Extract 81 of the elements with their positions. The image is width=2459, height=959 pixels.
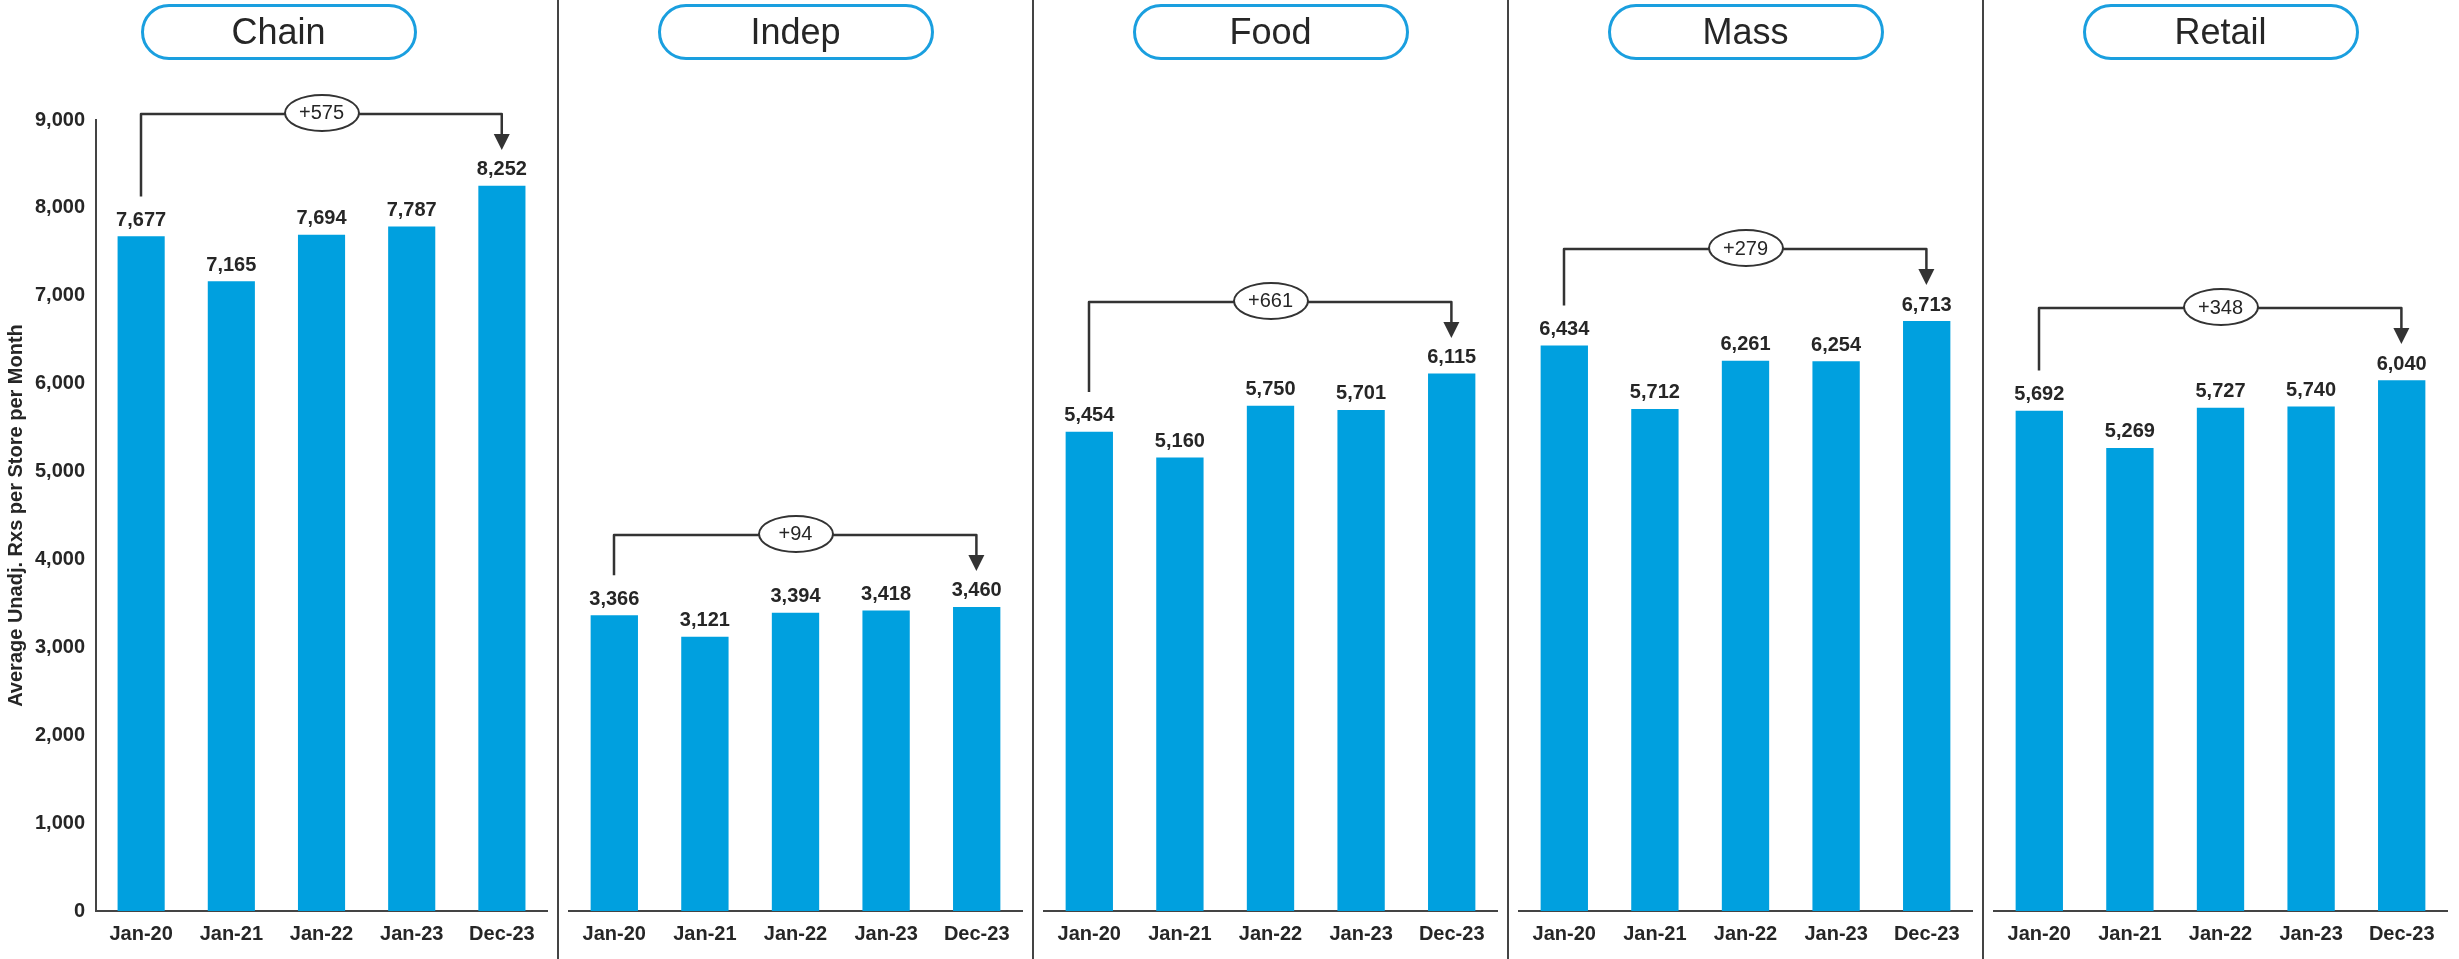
x-tick-label: Jan-23 (380, 921, 444, 944)
x-tick-label: Jan-23 (1329, 921, 1393, 944)
data-label: 5,701 (1336, 381, 1387, 404)
y-tick-label: 3,000 (34, 634, 86, 657)
x-tick-label: Dec-23 (943, 921, 1010, 944)
x-tick-label: Jan-21 (199, 921, 264, 944)
x-tick-label: Jan-20 (109, 921, 173, 944)
bar (1246, 405, 1295, 911)
annotation: +279 (1707, 229, 1784, 267)
y-tick-label: 2,000 (34, 722, 86, 745)
x-tick-label: Jan-21 (1623, 921, 1687, 944)
bar (1337, 409, 1385, 911)
bar (681, 636, 729, 911)
y-tick-label: 5,000 (34, 459, 86, 482)
x-tick-label: Jan-23 (854, 921, 918, 944)
data-label: 5,727 (2195, 379, 2246, 402)
data-label: 6,434 (1539, 317, 1591, 340)
x-tick-label: Dec-23 (2368, 921, 2435, 944)
x-tick-label: Jan-22 (2188, 921, 2253, 944)
bar (1156, 457, 1204, 911)
bar (862, 610, 910, 911)
data-label: 7,694 (296, 206, 348, 229)
data-label: 5,740 (2286, 378, 2337, 401)
x-tick-label: Jan-21 (673, 921, 737, 944)
y-axis-title: Average Unadj. Rxs per Store per Month (3, 324, 26, 707)
x-tick-label: Dec-23 (1418, 921, 1485, 944)
data-label: 3,394 (770, 584, 822, 607)
data-label: 5,269 (2104, 419, 2155, 442)
x-tick-label: Jan-21 (1148, 921, 1212, 944)
bar (953, 606, 1001, 911)
x-tick-label: Jan-20 (2007, 921, 2071, 944)
chart-title: Mass (1607, 4, 1884, 60)
data-label: 5,160 (1154, 429, 1205, 452)
chart-title: Food (1132, 4, 1409, 60)
x-tick-label: Dec-23 (1893, 921, 1960, 944)
data-label: 3,418 (861, 582, 912, 605)
x-tick-label: Jan-20 (582, 921, 646, 944)
y-tick-label: 9,000 (34, 107, 86, 130)
x-tick-label: Jan-22 (763, 921, 828, 944)
y-tick-label: 6,000 (34, 371, 86, 394)
data-label: 5,712 (1629, 380, 1680, 403)
bar (590, 615, 638, 911)
data-label: 8,252 (476, 157, 527, 180)
x-tick-label: Dec-23 (469, 921, 535, 944)
data-label: 5,750 (1245, 377, 1296, 400)
x-tick-label: Jan-20 (1532, 921, 1596, 944)
annotation: +661 (1232, 281, 1309, 320)
data-label: 6,040 (2376, 351, 2427, 374)
data-label: 3,121 (679, 608, 730, 631)
data-label: 7,677 (116, 207, 167, 230)
data-label: 3,366 (589, 586, 640, 609)
chart-title: Retail (2082, 4, 2359, 60)
x-tick-label: Jan-23 (2279, 921, 2343, 944)
chart-title: Chain (140, 4, 417, 60)
bar (771, 612, 820, 911)
data-label: 6,261 (1720, 332, 1771, 355)
x-tick-label: Jan-22 (1713, 921, 1778, 944)
y-tick-label: 0 (73, 898, 86, 921)
y-tick-label: 8,000 (34, 195, 86, 218)
data-label: 5,692 (2014, 382, 2065, 405)
data-label: 6,254 (1811, 332, 1862, 355)
y-tick-label: 4,000 (34, 546, 86, 569)
annotation: +575 (283, 93, 360, 132)
annotation: +348 (2182, 288, 2259, 327)
x-tick-label: Jan-22 (1238, 921, 1303, 944)
annotation: +94 (757, 514, 834, 553)
data-label: 6,115 (1427, 345, 1477, 368)
bar (1428, 373, 1476, 911)
x-tick-label: Jan-22 (289, 921, 354, 944)
data-label: 6,713 (1901, 292, 1952, 315)
x-tick-label: Jan-23 (1804, 921, 1868, 944)
chart-title: Indep (657, 4, 934, 60)
y-tick-label: 1,000 (34, 810, 86, 833)
data-label: 7,787 (386, 198, 437, 221)
data-label: 7,165 (206, 252, 257, 275)
y-tick-label: 7,000 (34, 283, 86, 306)
data-label: 3,460 (951, 578, 1002, 601)
bar (1065, 431, 1113, 911)
x-tick-label: Jan-21 (2098, 921, 2162, 944)
x-tick-label: Jan-20 (1057, 921, 1121, 944)
data-label: 5,454 (1064, 403, 1116, 426)
